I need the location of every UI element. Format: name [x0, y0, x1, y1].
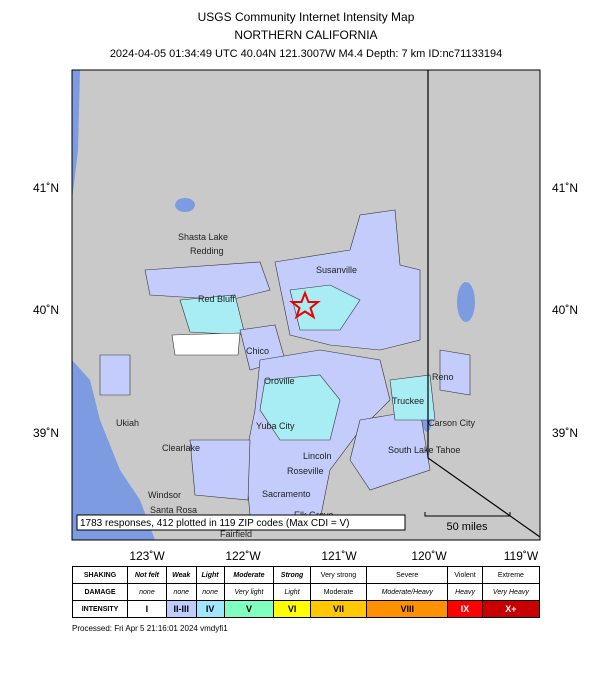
place: Windsor — [148, 490, 181, 500]
epicenter — [289, 290, 321, 320]
legend-cell: IV — [195, 600, 225, 618]
legend-cell: Severe — [366, 566, 449, 584]
title: USGS Community Internet Intensity Map — [198, 10, 415, 24]
map: USGS Community Internet Intensity Map NO… — [33, 10, 578, 560]
lake — [457, 282, 475, 322]
legend-cell: Heavy — [447, 583, 483, 601]
legend-cell: Violent — [447, 566, 483, 584]
ocean — [72, 70, 80, 200]
zip-areas — [99, 209, 471, 521]
place: Truckee — [392, 396, 424, 406]
lon-label: 123˚W — [129, 549, 165, 560]
place: South Lake Tahoe — [388, 445, 460, 455]
lon-label: 121˚W — [321, 549, 357, 560]
lon-label: 122˚W — [225, 549, 261, 560]
footer: Processed: Fri Apr 5 21:16:01 2024 vmdyf… — [72, 624, 228, 633]
legend-cell: VII — [309, 600, 368, 618]
legend-cell: Strong — [273, 566, 311, 584]
ocean — [72, 360, 155, 540]
legend-cell: none — [165, 583, 197, 601]
legend-cell: Light — [195, 566, 225, 584]
legend-cell: IX — [447, 600, 483, 618]
lat-label: 39˚N — [552, 426, 578, 440]
place: Redding — [190, 246, 224, 256]
legend-cell: Moderate/Heavy — [366, 583, 449, 601]
legend-cell: VIII — [366, 600, 449, 618]
lat-label: 40˚N — [33, 303, 59, 317]
place: Ukiah — [116, 418, 139, 428]
place: Susanville — [316, 265, 357, 275]
legend-cell: none — [195, 583, 225, 601]
legend-cell: Very light — [223, 583, 275, 601]
legend-cell: X+ — [481, 600, 541, 618]
place: Clearlake — [162, 443, 200, 453]
legend-cell: Very Heavy — [481, 583, 541, 601]
scale-label: 50 miles — [447, 521, 488, 533]
place: Red Bluff — [198, 294, 235, 304]
region: NORTHERN CALIFORNIA — [234, 28, 377, 42]
row-label: DAMAGE — [72, 583, 128, 601]
legend-cell: none — [127, 583, 167, 601]
note-box — [76, 514, 406, 531]
place: Carson City — [428, 418, 476, 428]
legend-cell: Not felt — [127, 566, 167, 584]
place: Yuba City — [256, 421, 295, 431]
legend-cell: Weak — [165, 566, 197, 584]
row-label: INTENSITY — [72, 600, 128, 618]
lon-label: 120˚W — [411, 549, 447, 560]
legend-cell: I — [127, 600, 167, 618]
row-label: SHAKING — [72, 566, 128, 584]
frame — [71, 69, 541, 541]
place: Reno — [432, 372, 454, 382]
event: 2024-04-05 01:34:49 UTC 40.04N 121.3007W… — [110, 48, 502, 60]
legend-cell: Moderate — [223, 566, 275, 584]
place: Chico — [246, 346, 269, 356]
legend: SHAKING Not felt Weak Light Moderate Strong Ve… — [72, 566, 541, 618]
place: Shasta Lake — [178, 232, 228, 242]
lat-label: 41˚N — [552, 181, 578, 195]
legend-cell: V — [223, 600, 275, 618]
legend-cell: Extreme — [481, 566, 541, 584]
lat-label: 40˚N — [552, 303, 578, 317]
lat-label: 41˚N — [33, 181, 59, 195]
state-border — [427, 70, 541, 538]
legend-cell: Very strong — [309, 566, 368, 584]
place: Roseville — [287, 466, 324, 476]
note: 1783 responses, 412 plotted in 119 ZIP c… — [80, 518, 350, 529]
place: Lincoln — [303, 451, 332, 461]
lat-label: 39˚N — [33, 426, 59, 440]
place: Oroville — [264, 376, 295, 386]
legend-cell: Light — [273, 583, 311, 601]
legend-cell: VI — [273, 600, 311, 618]
scale-bar — [424, 512, 511, 517]
lake — [175, 198, 195, 212]
legend-cell: II-III — [165, 600, 197, 618]
place: Santa Rosa — [150, 505, 197, 515]
place: Sacramento — [262, 489, 311, 499]
legend-cell: Moderate — [309, 583, 368, 601]
place: Fairfield — [220, 529, 252, 539]
lon-label: 119˚W — [504, 549, 539, 560]
